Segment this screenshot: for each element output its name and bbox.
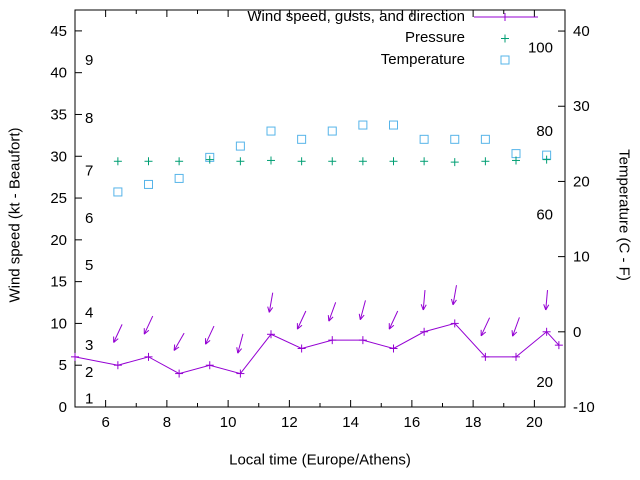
beaufort-label: 3	[85, 337, 93, 354]
x-tick-label: 18	[465, 414, 482, 431]
legend-marker-samples	[474, 13, 538, 65]
x-axis-label: Local time (Europe/Athens)	[229, 451, 411, 469]
kt-tick-label: 25	[50, 190, 67, 207]
kt-tick-label: 15	[50, 274, 67, 291]
kt-tick-label: 5	[59, 357, 67, 374]
celsius-tick-label: -10	[573, 399, 595, 416]
y-axis-left-ticks: 0 5 10 15 20 25 30 35 40 45	[50, 23, 82, 416]
legend-entry-pressure: Pressure	[404, 29, 465, 46]
beaufort-label: 8	[85, 110, 93, 127]
x-tick-label: 6	[101, 414, 109, 431]
gust-arrows	[113, 285, 550, 354]
pressure-series	[113, 155, 551, 167]
y-axis-label-left: Wind speed (kt - Beaufort)	[6, 127, 24, 303]
kt-tick-label: 45	[50, 23, 67, 40]
kt-tick-label: 35	[50, 106, 67, 123]
legend-entry-wind: Wind speed, gusts, and direction	[247, 8, 465, 25]
x-tick-label: 16	[404, 414, 421, 431]
kt-tick-label: 10	[50, 315, 67, 332]
beaufort-label: 9	[85, 52, 93, 69]
y-axis-right-ticks: -10 0 10 20 30 40	[558, 23, 595, 416]
beaufort-label: 2	[85, 364, 93, 381]
beaufort-scale-labels: 1 2 3 4 5 6 7 8 9	[85, 52, 93, 407]
x-tick-label: 8	[163, 414, 171, 431]
kt-tick-label: 30	[50, 148, 67, 165]
celsius-tick-label: 30	[573, 98, 590, 115]
beaufort-label: 4	[85, 305, 93, 322]
x-tick-label: 12	[281, 414, 298, 431]
kt-tick-label: 40	[50, 65, 67, 82]
beaufort-label: 1	[85, 391, 93, 408]
kt-tick-label: 0	[59, 399, 67, 416]
wind-series	[71, 319, 563, 378]
fahrenheit-label: 20	[536, 374, 553, 391]
beaufort-label: 6	[85, 210, 93, 227]
beaufort-label: 7	[85, 162, 93, 179]
celsius-tick-label: 40	[573, 23, 590, 40]
celsius-tick-label: 10	[573, 249, 590, 266]
beaufort-label: 5	[85, 257, 93, 274]
celsius-tick-label: 0	[573, 324, 581, 341]
fahrenheit-label: 60	[536, 207, 553, 224]
x-axis-ticks: 6 8 10 12 14 16 18 20	[101, 10, 543, 431]
celsius-tick-label: 20	[573, 173, 590, 190]
temperature-series	[113, 120, 552, 197]
fahrenheit-scale-labels: 20 60 80 100	[528, 40, 553, 392]
x-tick-label: 14	[342, 414, 359, 431]
fahrenheit-label: 80	[536, 123, 553, 140]
x-tick-label: 20	[526, 414, 543, 431]
plot-border	[74, 9, 566, 408]
kt-tick-label: 20	[50, 232, 67, 249]
x-tick-label: 10	[220, 414, 237, 431]
legend-entry-temperature: Temperature	[380, 51, 465, 68]
y-axis-label-right: Temperature (C - F)	[615, 149, 633, 281]
fahrenheit-label: 100	[528, 40, 553, 57]
